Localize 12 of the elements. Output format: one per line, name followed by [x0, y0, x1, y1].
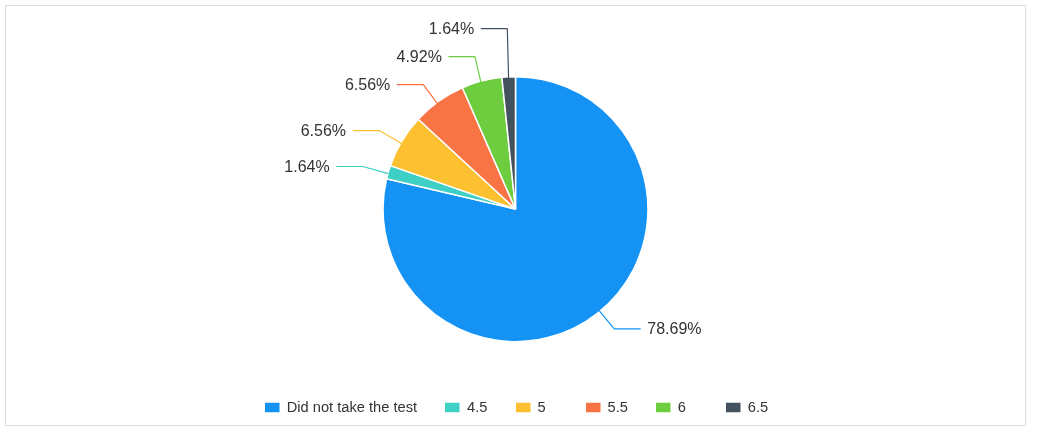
legend-label: Did not take the test: [286, 399, 418, 415]
data-label: 4.92%: [396, 48, 442, 66]
legend-label: 4.5: [467, 399, 488, 415]
data-label: 78.69%: [647, 320, 702, 338]
legend-label: 5: [537, 399, 547, 415]
data-label: 1.64%: [284, 158, 330, 176]
data-label: 6.56%: [344, 76, 391, 94]
legend-label: 5.5: [607, 399, 628, 415]
legend-label: 6: [677, 399, 687, 415]
data-label: 1.64%: [428, 20, 475, 38]
data-label: 6.56%: [300, 122, 347, 140]
legend-label: 6.5: [747, 399, 769, 415]
